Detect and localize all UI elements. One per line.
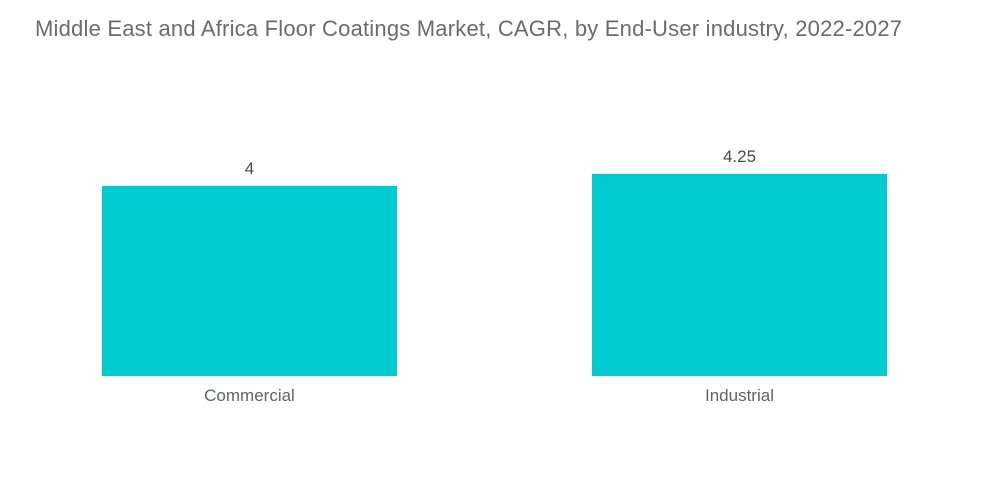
bar-commercial [102,186,397,376]
bar-value-label: 4.25 [722,147,757,167]
bar-group-industrial: 4.25 Industrial [592,126,887,405]
category-label-industrial: Industrial [705,386,774,405]
bar-group-commercial: 4 Commercial [102,126,397,405]
bar-value-label: 4 [244,159,255,179]
bar-industrial [592,174,887,376]
chart-title: Middle East and Africa Floor Coatings Ma… [35,16,903,41]
category-label-commercial: Commercial [204,386,295,405]
